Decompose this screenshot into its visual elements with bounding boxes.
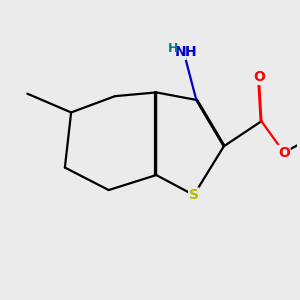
Text: O: O — [253, 70, 265, 84]
Text: H: H — [185, 45, 197, 59]
Text: N: N — [174, 45, 186, 59]
Text: O: O — [278, 146, 290, 160]
Text: S: S — [189, 188, 199, 202]
Text: H: H — [168, 42, 178, 55]
